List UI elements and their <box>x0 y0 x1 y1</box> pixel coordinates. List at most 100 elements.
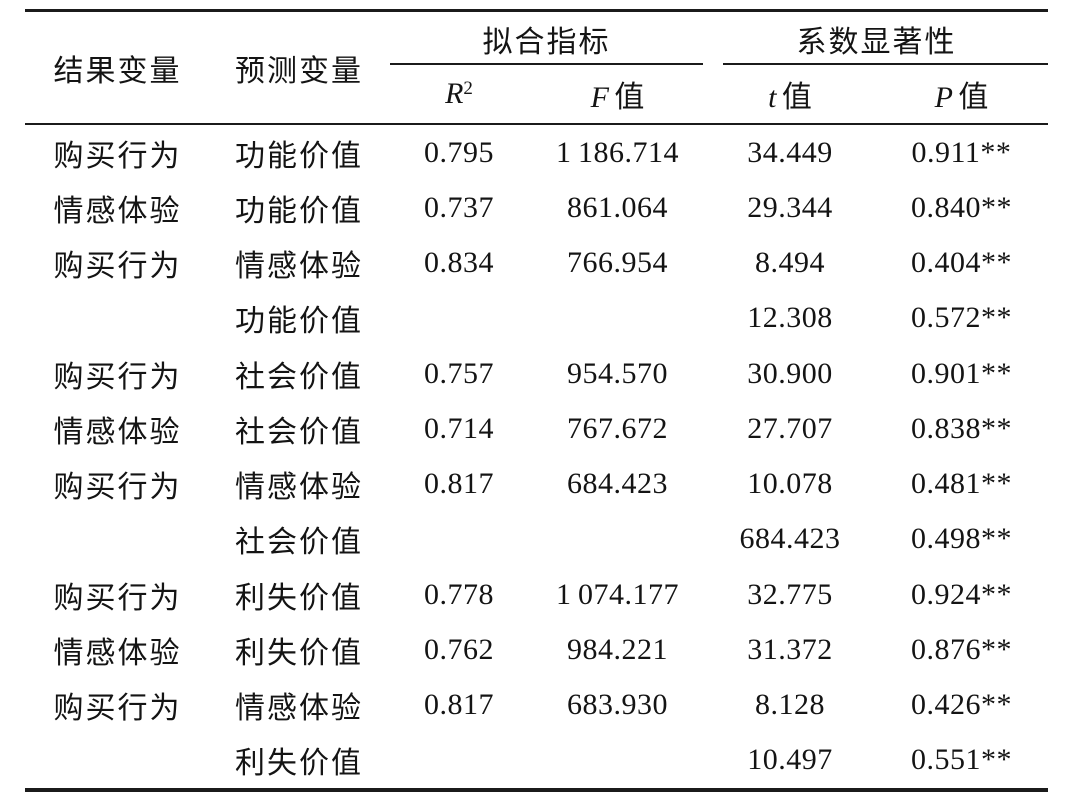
r-squared-exponent: 2 <box>463 78 473 99</box>
cell-r2: 0.714 <box>424 411 494 445</box>
cell-predictor: 情感体验 <box>235 692 363 726</box>
cell-t: 34.449 <box>747 135 833 169</box>
cell-t: 27.707 <box>747 411 833 445</box>
cell-r2: 0.737 <box>424 190 494 224</box>
cell-t: 29.344 <box>747 190 833 224</box>
cell-outcome: 购买行为 <box>53 692 182 726</box>
cell-outcome: 购买行为 <box>53 250 182 284</box>
cell-outcome <box>25 512 210 567</box>
cell-t: 32.775 <box>747 577 833 611</box>
cell-f: 954.570 <box>567 356 668 390</box>
cell-f: 766.954 <box>567 246 668 280</box>
cell-t: 8.128 <box>755 688 825 722</box>
header-group-fit-indices: 拟合指标 <box>388 11 705 66</box>
cell-r2: 0.795 <box>424 135 494 169</box>
table-row: 购买行为 情感体验 0.817 683.930 8.128 0.426** <box>25 678 1048 733</box>
cell-outcome <box>25 733 210 790</box>
table-row: 购买行为 社会价值 0.757 954.570 30.900 0.901** <box>25 346 1048 401</box>
cell-predictor: 利失价值 <box>235 581 363 615</box>
cell-f: 684.423 <box>567 467 668 501</box>
cell-p: 0.876** <box>911 632 1012 666</box>
cell-r2 <box>388 291 530 346</box>
table-row: 功能价值 12.308 0.572** <box>25 291 1048 346</box>
cell-predictor: 社会价值 <box>235 415 363 449</box>
cell-p: 0.911** <box>911 135 1012 169</box>
cell-r2: 0.757 <box>424 356 494 390</box>
header-group-coefficient-significance: 系数显著性 <box>705 11 1048 66</box>
cell-f: 861.064 <box>567 190 668 224</box>
cell-r2 <box>388 512 530 567</box>
cell-outcome: 购买行为 <box>53 360 182 394</box>
f-symbol: F <box>590 81 609 114</box>
cell-t: 30.900 <box>747 356 833 390</box>
table-row: 情感体验 社会价值 0.714 767.672 27.707 0.838** <box>25 401 1048 456</box>
cell-f <box>530 512 705 567</box>
cell-predictor: 利失价值 <box>235 747 363 781</box>
table-row: 社会价值 684.423 0.498** <box>25 512 1048 567</box>
cell-outcome: 情感体验 <box>53 636 182 670</box>
header-outcome-variable: 结果变量 <box>25 10 210 125</box>
cell-r2: 0.834 <box>424 246 494 280</box>
cell-p: 0.572** <box>911 301 1012 335</box>
header-predictor-variable: 预测变量 <box>210 10 388 125</box>
cell-t: 8.494 <box>755 246 825 280</box>
cell-f: 767.672 <box>567 411 668 445</box>
p-value-label: 值 <box>958 81 989 114</box>
cell-outcome: 购买行为 <box>53 139 182 173</box>
cell-outcome: 购买行为 <box>53 581 182 615</box>
cell-predictor: 功能价值 <box>235 305 363 339</box>
cell-t: 12.308 <box>747 301 833 335</box>
cell-p: 0.924** <box>911 577 1012 611</box>
cell-predictor: 功能价值 <box>235 194 363 228</box>
cell-predictor: 情感体验 <box>235 250 363 284</box>
cell-r2: 0.817 <box>424 467 494 501</box>
cell-p: 0.404** <box>911 246 1012 280</box>
cell-f: 683.930 <box>567 688 668 722</box>
table-row: 利失价值 10.497 0.551** <box>25 733 1048 790</box>
p-symbol: P <box>934 81 953 114</box>
t-symbol: t <box>768 81 777 114</box>
cell-f: 984.221 <box>567 632 668 666</box>
cell-r2: 0.762 <box>424 632 494 666</box>
cell-predictor: 功能价值 <box>235 139 363 173</box>
t-value-label: 值 <box>781 81 812 114</box>
f-value-label: 值 <box>614 81 645 114</box>
cell-t: 684.423 <box>739 522 841 556</box>
cell-predictor: 社会价值 <box>235 360 363 394</box>
cell-t: 31.372 <box>747 632 833 666</box>
cell-f <box>530 733 705 790</box>
cell-predictor: 情感体验 <box>235 471 363 505</box>
cell-outcome <box>25 291 210 346</box>
cell-outcome: 购买行为 <box>53 471 182 505</box>
cell-f: 1 186.714 <box>555 135 679 169</box>
cell-predictor: 利失价值 <box>235 636 363 670</box>
cell-outcome: 情感体验 <box>53 415 182 449</box>
cell-p: 0.840** <box>911 190 1012 224</box>
cell-f: 1 074.177 <box>555 577 679 611</box>
cell-r2: 0.817 <box>424 688 494 722</box>
cell-t: 10.497 <box>747 743 833 777</box>
cell-outcome: 情感体验 <box>53 194 182 228</box>
cell-r2 <box>388 733 530 790</box>
cell-predictor: 社会价值 <box>235 526 363 560</box>
table-row: 情感体验 功能价值 0.737 861.064 29.344 0.840** <box>25 180 1048 235</box>
cell-f <box>530 291 705 346</box>
header-group-row: 结果变量 预测变量 拟合指标 系数显著性 <box>25 10 1048 125</box>
cell-r2: 0.778 <box>424 577 494 611</box>
cell-p: 0.481** <box>911 467 1012 501</box>
table-row: 购买行为 情感体验 0.817 684.423 10.078 0.481** <box>25 457 1048 512</box>
header-r-squared: R2 <box>388 65 530 125</box>
table-row: 购买行为 利失价值 0.778 1 074.177 32.775 0.924** <box>25 567 1048 622</box>
table-row: 购买行为 功能价值 0.795 1 186.714 34.449 0.911** <box>25 124 1048 180</box>
table-row: 购买行为 情感体验 0.834 766.954 8.494 0.404** <box>25 236 1048 291</box>
cell-t: 10.078 <box>747 467 833 501</box>
cell-p: 0.498** <box>911 522 1012 556</box>
cell-p: 0.551** <box>911 743 1012 777</box>
cell-p: 0.426** <box>911 688 1012 722</box>
table-row: 情感体验 利失价值 0.762 984.221 31.372 0.876** <box>25 622 1048 677</box>
